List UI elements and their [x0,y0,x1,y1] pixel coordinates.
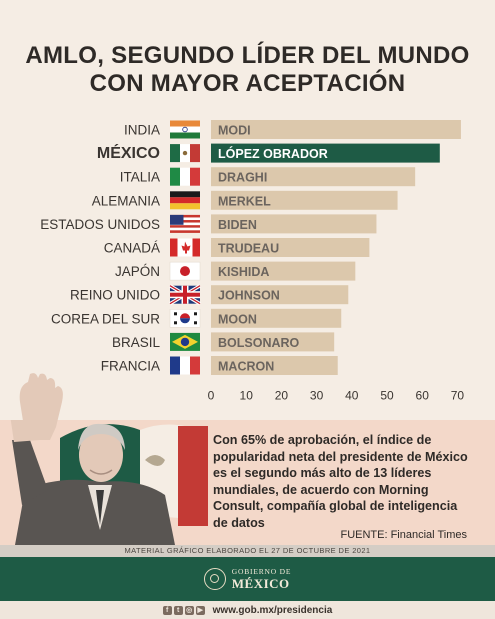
flag-usa-canton [170,214,184,225]
country-label: INDIA [124,123,160,138]
x-tick-label: 50 [380,389,394,403]
country-label: BRASIL [112,335,161,350]
flag-usa-stripe [170,214,200,218]
bar [211,120,461,139]
bar [211,238,370,257]
bar [211,143,440,163]
bar [211,308,342,328]
seal-icon [203,568,226,590]
flag-usa-stripe [170,227,200,231]
government-footer: GOBIERNO DE MÉXICO [0,557,495,601]
summary-text: Con 65% de aprobación, el índice de popu… [213,433,468,530]
twitter-icon[interactable]: t [173,605,183,615]
flag-korea-trigram [174,321,177,325]
bar [211,356,338,375]
gobierno-big-text: MÉXICO [231,575,290,591]
flag-korea-trigram [194,312,197,316]
flag-japan-sun [180,266,190,277]
country-label: REINO UNIDO [70,288,160,303]
chart-title-line-2: CON MAYOR ACEPTACIÓN [89,70,406,97]
bar [211,261,356,281]
flag-mexico-stripe [190,144,200,163]
x-tick-label: 40 [345,389,359,403]
country-label: ESTADOS UNIDOS [40,217,160,232]
flag-germany-stripe [170,191,200,198]
x-tick-label: 30 [310,389,324,403]
flag-canada-band [192,238,200,257]
gobierno-small-text: GOBIERNO DE [231,567,292,577]
info-panel [0,373,495,545]
flag-italy-stripe [180,167,190,186]
youtube-icon[interactable]: ▶ [195,605,205,615]
x-tick-label: 20 [275,389,289,403]
social-bar: f t ◎ ▶ www.gob.mx/presidencia [0,601,495,619]
x-tick-label: 60 [416,389,430,403]
flag-korea-taeguk-bottom [180,318,190,324]
credit-strip: MATERIAL GRÁFICO ELABORADO EL 27 DE OCTU… [0,545,495,557]
chart-title-line-1: AMLO, SEGUNDO LÍDER DEL MUNDO [25,42,470,69]
x-tick-label: 10 [240,389,254,403]
bar-label: MOON [218,312,257,326]
country-label: COREA DEL SUR [51,311,160,326]
flag-uk-cross-red [170,292,200,297]
x-tick-label: 70 [451,389,465,403]
flag-usa-stripe [170,220,200,223]
source-note: FUENTE: Financial Times [340,529,467,541]
flag-usa-stripe [170,222,200,226]
flag-canada-band [170,238,178,257]
flag-india-stripe [170,120,200,127]
bar [211,285,349,305]
flag-germany-stripe [170,197,200,204]
bar-label: MACRON [218,360,274,374]
gobierno-logo-text: GOBIERNO DE MÉXICO [232,568,291,590]
website-link[interactable]: www.gob.mx/presidencia [212,604,333,616]
bar-label: DRAGHI [218,171,267,185]
flag-usa-stripe [170,225,200,228]
flag-usa-stripe [170,230,200,233]
flag-mexico-stripe [170,144,180,163]
flag-korea-trigram [194,321,197,325]
facebook-icon[interactable]: f [162,605,172,615]
president-illustration [10,420,208,545]
flag-korea-taeguk-top [180,313,190,319]
bar-label: KISHIDA [218,265,269,279]
bar [211,214,377,234]
flag-brazil-globe [180,337,190,347]
country-label: FRANCIA [101,359,160,374]
flag-mexico-emblem [182,150,188,156]
bar [211,332,335,352]
bar-label: LÓPEZ OBRADOR [218,146,328,161]
bar-label: BOLSONARO [218,336,300,350]
instagram-icon[interactable]: ◎ [184,605,194,615]
flag-france-stripe [190,356,200,375]
bar [211,190,398,210]
flag-italy-stripe [190,167,200,186]
bar-label: TRUDEAU [218,242,279,256]
raised-hand [10,372,70,442]
flag-france-stripe [180,356,190,375]
country-label: ITALIA [120,170,160,185]
flag-france-stripe [170,356,180,375]
flag-india-stripe [170,132,200,139]
flag-korea-trigram [174,312,177,316]
bar-label: JOHNSON [218,289,280,303]
bar-chart: INDIA MODI MÉXICO LÓPEZ OBRADOR ITALIA DRAGHI… [40,120,465,403]
bar-label: BIDEN [218,218,257,232]
flag-italy-stripe [170,167,180,186]
flag-germany-stripe [170,203,200,210]
bar [211,167,416,187]
flag-canada-leaf [181,241,191,254]
flag-usa-stripe [170,217,200,221]
flag-india-chakra [182,126,188,133]
bar-label: MODI [218,124,251,138]
bar-label: MERKEL [218,194,271,208]
country-label: CANADÁ [104,241,160,256]
country-label: JAPÓN [115,264,160,279]
country-label: MÉXICO [97,143,160,162]
flag-india-stripe [170,126,200,133]
x-tick-label: 0 [208,389,215,403]
country-label: ALEMANIA [92,193,160,208]
